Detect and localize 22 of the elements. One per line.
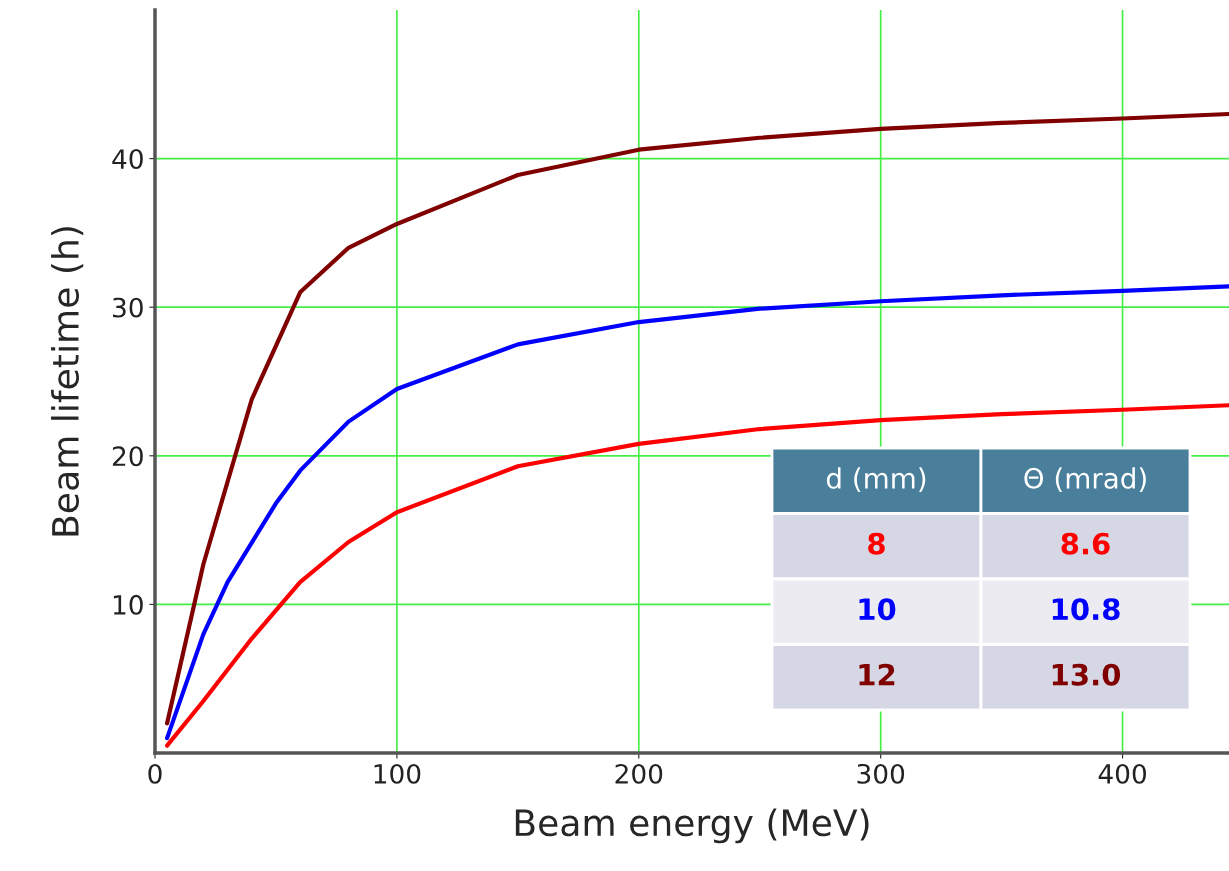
y-tick-label: 10 [113,594,143,615]
line-series [165,111,1229,726]
line-series [165,403,1229,748]
y-tick-label: 40 [112,149,143,169]
x-tick-label: 300 [857,763,905,784]
annotation: 10 [859,598,896,621]
line-series [165,284,1229,741]
annotation: 8.6 [1061,532,1110,555]
y-tick-label: 30 [113,297,143,318]
annotation: d (mm) [826,467,926,493]
x-tick-label: 400 [1098,763,1146,784]
y-axis-title: Beam lifetime (h) [51,227,84,536]
y-tick-label: 20 [112,446,143,467]
x-tick-label: 200 [615,763,663,784]
x-tick-label: 0 [148,763,162,784]
annotation: 8 [868,532,885,555]
x-axis-title: Beam energy (MeV) [515,808,869,844]
annotation: 13.0 [1052,663,1121,686]
annotation: Θ (mrad) [1024,467,1146,493]
x-tick-label: 100 [374,763,421,784]
annotation: 10.8 [1052,598,1120,621]
annotation: 12 [859,663,895,686]
